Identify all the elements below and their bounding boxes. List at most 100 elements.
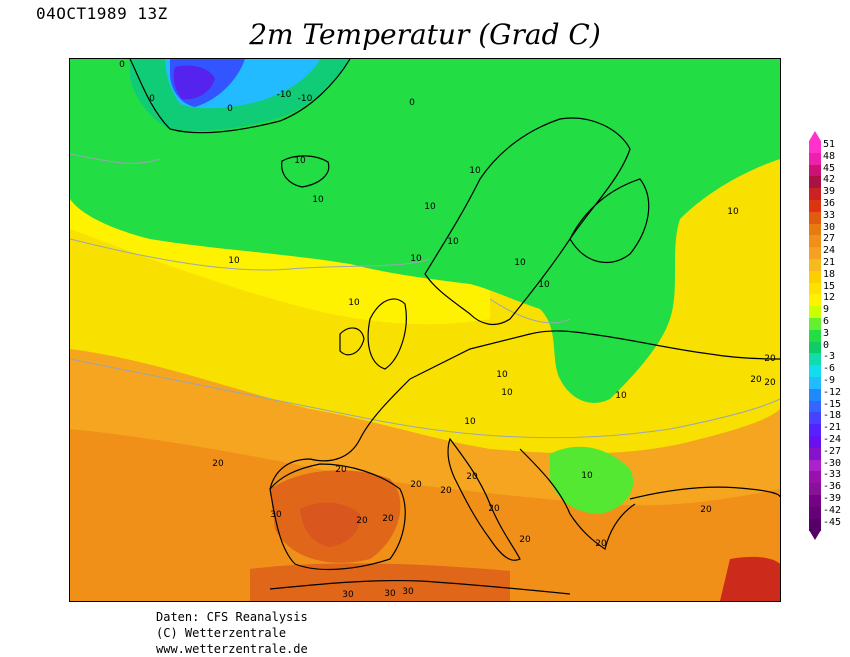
colorbar-swatch [809, 223, 821, 236]
contour-label: 20 [595, 539, 607, 549]
contour-label: 10 [581, 471, 593, 481]
colorbar-tick-label: -24 [823, 434, 842, 445]
colorbar-swatch [809, 188, 821, 201]
colorbar-tick-label: 21 [823, 257, 836, 268]
contour-label: 20 [335, 465, 347, 475]
colorbar-tick-label: -39 [823, 493, 842, 504]
footer-copyright: (C) Wetterzentrale [156, 626, 287, 640]
contour-label: 10 [410, 254, 422, 264]
contour-label: 20 [466, 472, 478, 482]
colorbar-swatch [809, 259, 821, 272]
timestamp: 04OCT1989 13Z [36, 4, 168, 23]
colorbar-tick-label: -36 [823, 481, 842, 493]
colorbar-tick-label: 30 [823, 221, 836, 233]
colorbar-swatch [809, 495, 821, 508]
colorbar-swatch [809, 447, 821, 461]
colorbar-tick-label: -42 [823, 504, 842, 516]
contour-label: 20 [764, 378, 776, 388]
colorbar-tick-label: 45 [823, 162, 836, 174]
contour-label: 30 [402, 587, 414, 597]
contour-label: -10 [298, 94, 313, 104]
field-orange-deep [70, 429, 780, 601]
colorbar-tick-label: -18 [823, 410, 842, 422]
colorbar-tick-label: -3 [823, 351, 836, 363]
colorbar-swatch [809, 282, 821, 295]
contour-label: 30 [342, 590, 354, 600]
colorbar-swatch [809, 176, 821, 189]
contour-label: 10 [496, 370, 508, 380]
colorbar-tick-label: 48 [823, 150, 836, 162]
footer-credits: Daten: CFS Reanalysis (C) Wetterzentrale… [156, 609, 308, 657]
colorbar-swatch [809, 365, 821, 378]
colorbar-tick-label: 27 [823, 233, 836, 245]
contour-label: -10 [277, 90, 292, 100]
colorbar-tick-label: -6 [823, 363, 836, 375]
colorbar-swatch [809, 400, 821, 413]
field-green [70, 59, 780, 403]
colorbar-swatch [809, 506, 821, 520]
colorbar-legend: 51 48 45 42 39 36 33 30 27 24 21 18 15 12 9 6 3 0 -3 -6 -9 -1… [809, 131, 849, 541]
colorbar-swatch [809, 377, 821, 390]
colorbar-swatch [809, 152, 821, 166]
colorbar-tick-label: 18 [823, 268, 836, 280]
field-africa-hot [250, 563, 510, 601]
colorbar-tick-label: 42 [823, 174, 836, 186]
footer-data-source: Daten: CFS Reanalysis [156, 610, 308, 624]
contour-label: 20 [410, 480, 422, 490]
contour-label: 10 [348, 298, 360, 308]
colorbar-tick-label: -9 [823, 375, 836, 386]
contour-label: 20 [519, 535, 531, 545]
map-title: 2m Temperatur (Grad C) [249, 18, 601, 51]
colorbar-swatch [809, 353, 821, 366]
colorbar-tick-label: 9 [823, 304, 830, 316]
contour-label: 10 [727, 207, 739, 217]
contour-label: 20 [750, 375, 762, 385]
colorbar-swatch [809, 329, 821, 343]
colorbar-tick-label: 39 [823, 186, 836, 198]
field-light-yellow [70, 149, 490, 325]
colorbar-swatch [809, 306, 821, 319]
contour-label: 10 [228, 256, 240, 266]
field-se-hot [720, 556, 780, 601]
colorbar-tick-label: 12 [823, 292, 836, 304]
contour-label: 20 [764, 354, 776, 364]
colorbar-tick-label: 0 [823, 339, 830, 351]
contour-label: 30 [384, 589, 396, 599]
colorbar-tick-label: 33 [823, 209, 836, 221]
colorbar-arrow-top [809, 131, 821, 141]
coastlines [129, 59, 780, 595]
colorbar-tick-label: 6 [823, 316, 830, 327]
contour-label: 10 [501, 388, 513, 398]
colorbar-tick-label: -45 [823, 516, 842, 528]
colorbar-swatch [809, 211, 821, 225]
contour-label: 20 [440, 486, 452, 496]
contour-label: 0 [227, 104, 233, 114]
contour-label: 20 [212, 459, 224, 469]
temperature-field: 0 0 0 0 -10 -10 10 10 10 10 10 10 10 10 … [70, 59, 780, 601]
field-balkan-green [550, 446, 634, 514]
colorbar-swatch [809, 483, 821, 496]
contour-label: 10 [469, 166, 481, 176]
field-greenland-coldest [173, 65, 215, 100]
contour-label: 10 [312, 195, 324, 205]
contour-label: 10 [447, 237, 459, 247]
contour-label: 20 [488, 504, 500, 514]
colorbar-tick-label: -21 [823, 422, 842, 434]
colorbar-swatch [809, 424, 821, 437]
colorbar-swatch [809, 235, 821, 248]
contour-label-group: 0 0 0 0 -10 -10 10 10 10 10 10 10 10 10 … [119, 60, 776, 600]
colorbar-swatch [809, 294, 821, 307]
contour-label: 0 [409, 98, 415, 108]
colorbar-swatch [809, 270, 821, 284]
field-iberia-core [300, 502, 361, 547]
colorbar-tick-label: 3 [823, 327, 830, 339]
colorbar-tick-label: -15 [823, 398, 842, 410]
colorbar-tick-label: 51 [823, 139, 836, 150]
contour-label: 10 [294, 156, 306, 166]
colorbar-tick-label: -33 [823, 469, 842, 481]
contour-label: 0 [149, 94, 155, 104]
contour-label: 10 [514, 258, 526, 268]
colorbar-tick-label: -27 [823, 445, 842, 457]
colorbar-swatch [809, 436, 821, 449]
colorbar-swatch [809, 141, 821, 154]
